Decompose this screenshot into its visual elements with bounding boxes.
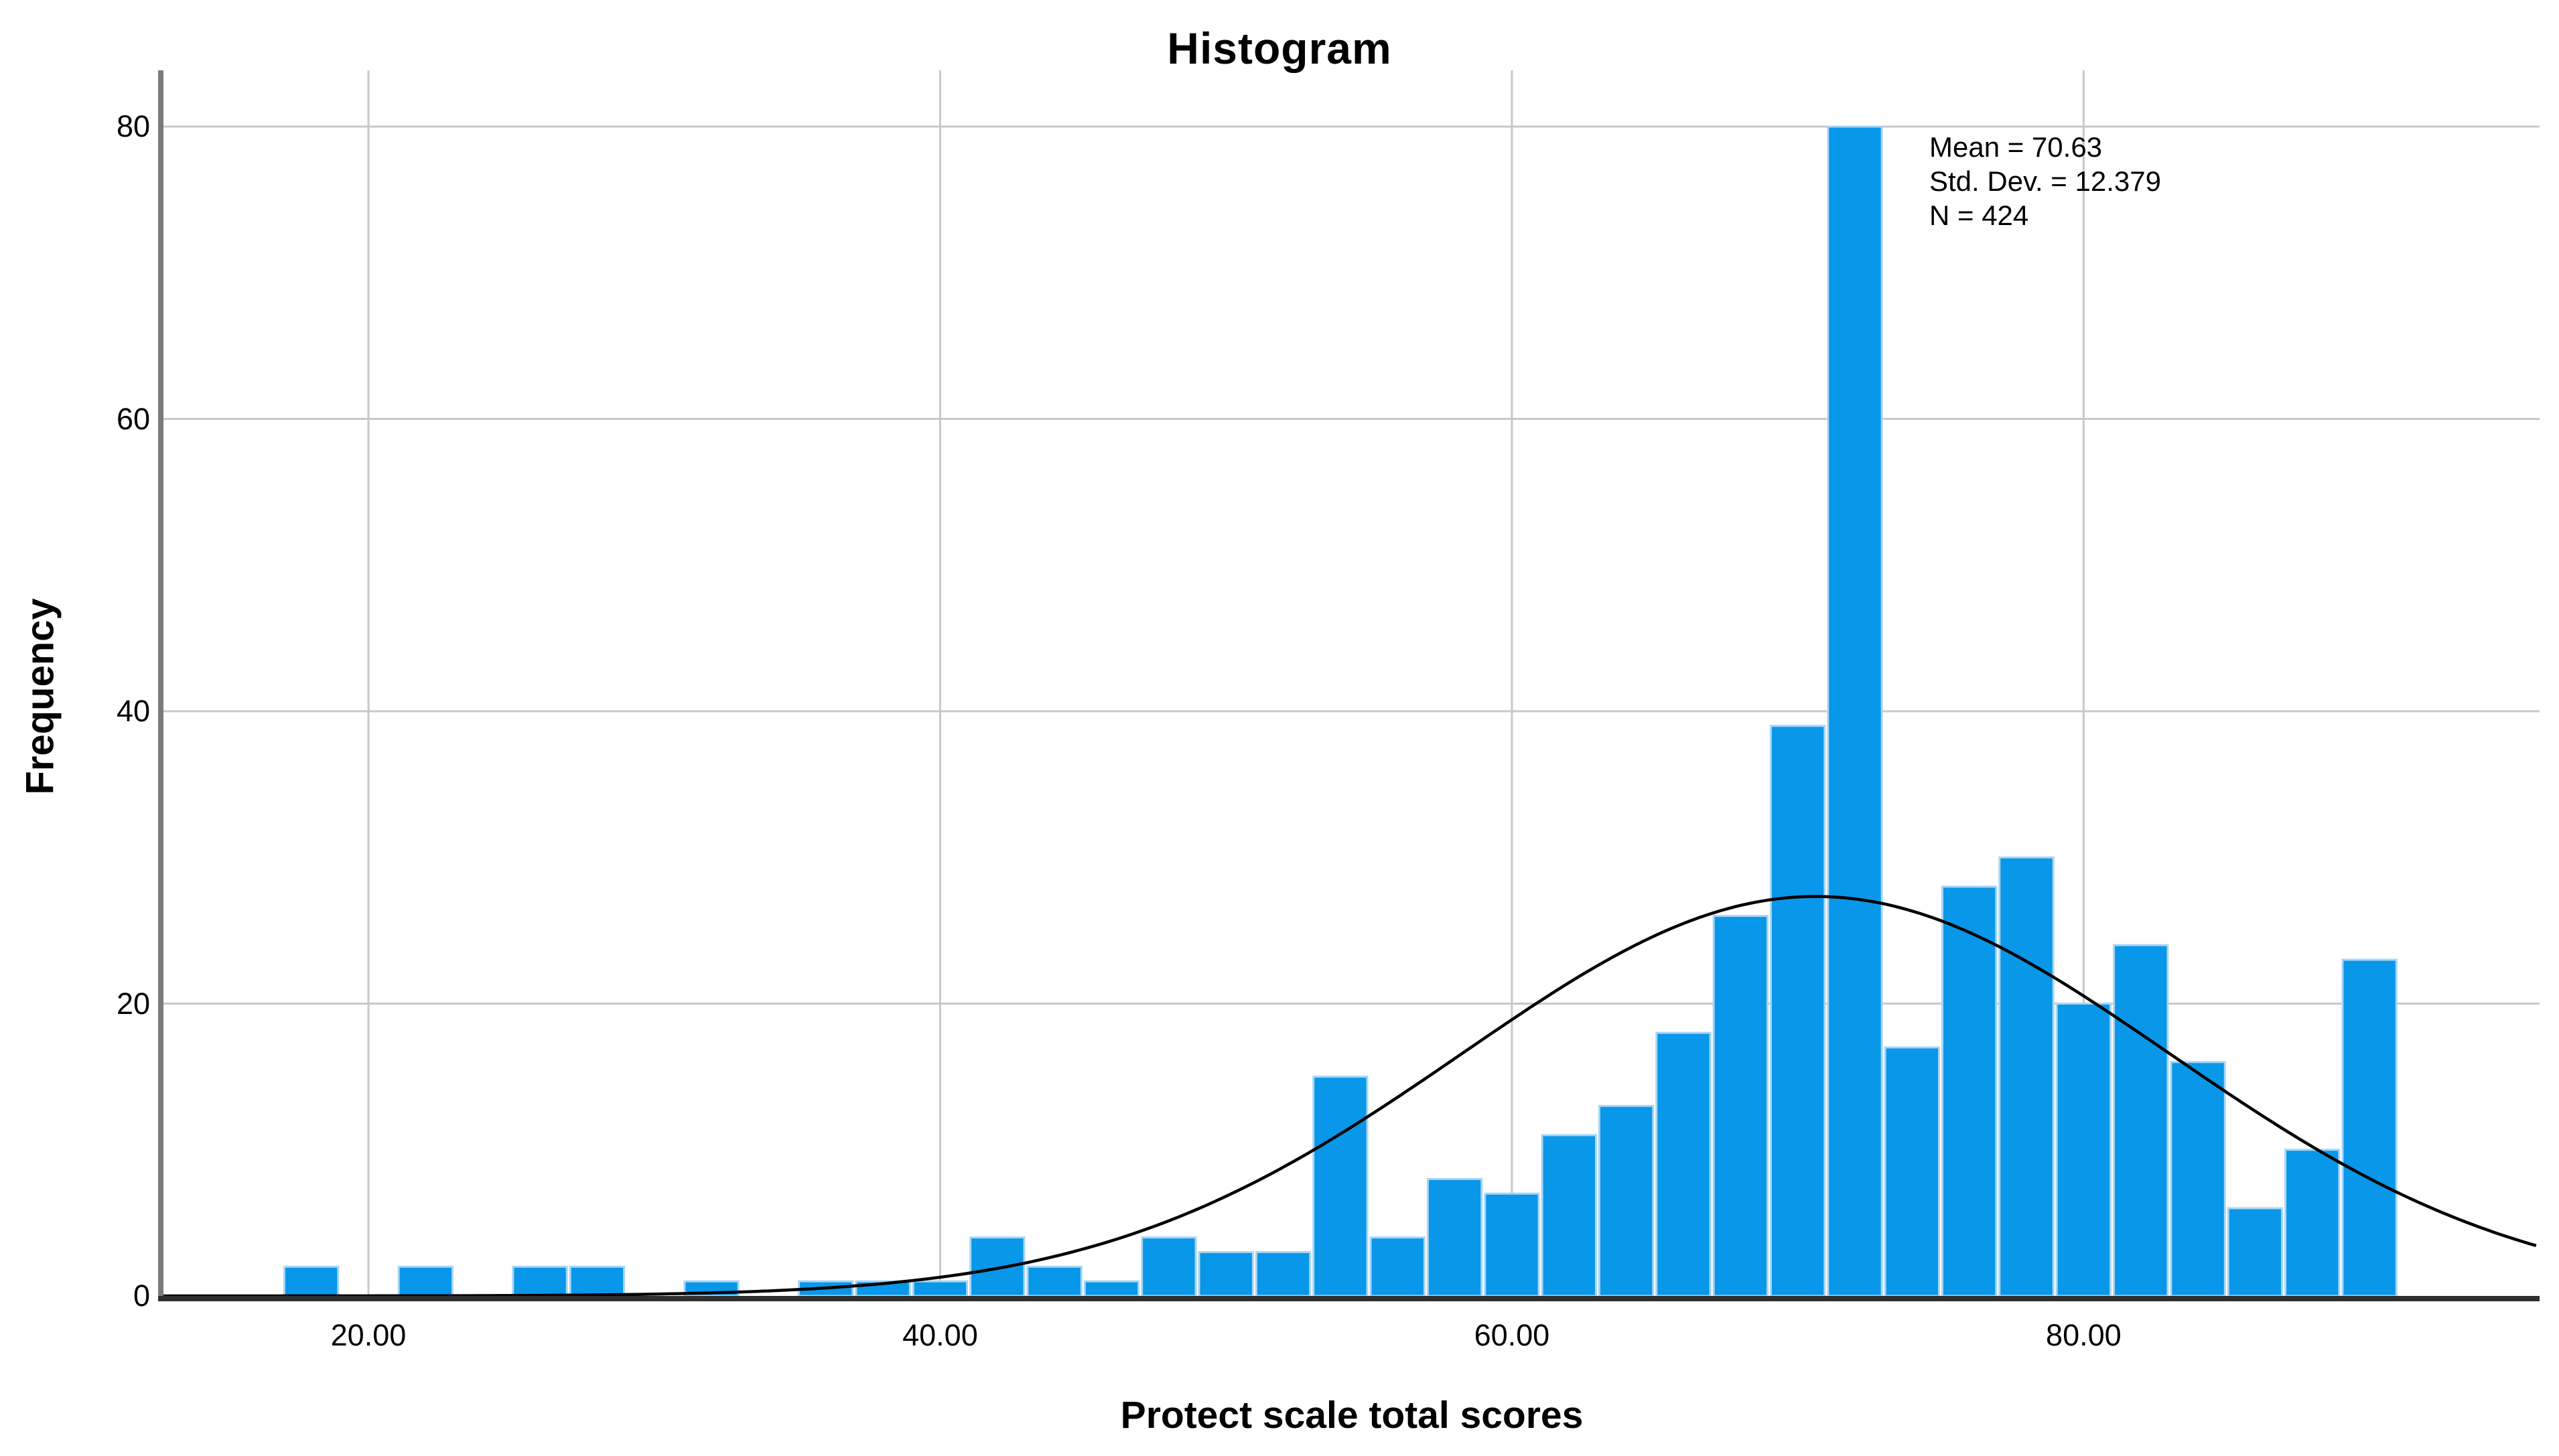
- histogram-bar: [512, 1265, 568, 1297]
- stat-std-dev: Std. Dev. = 12.379: [1929, 165, 2161, 197]
- histogram-bar: [283, 1265, 340, 1297]
- y-axis-line: [158, 70, 163, 1301]
- y-axis-title: Frequency: [18, 598, 62, 795]
- x-tick-label: 40.00: [902, 1318, 978, 1352]
- histogram-bar: [1083, 1280, 1140, 1297]
- stat-mean: Mean = 70.63: [1929, 131, 2103, 163]
- histogram-bar: [1369, 1236, 1426, 1297]
- histogram-bar: [1712, 915, 1769, 1297]
- histogram-bar: [1198, 1251, 1254, 1297]
- histogram-bar: [1312, 1076, 1369, 1297]
- histogram-bar: [1884, 1046, 1940, 1297]
- y-tick-label: 80: [116, 109, 150, 144]
- y-tick-label: 20: [116, 986, 150, 1021]
- histogram-bar: [1941, 885, 1998, 1297]
- stat-n: N = 424: [1929, 200, 2029, 231]
- histogram-bar: [1141, 1236, 1197, 1297]
- normal-curve: [163, 895, 2537, 1298]
- histogram-bar: [1026, 1265, 1083, 1297]
- x-tick-label: 20.00: [330, 1318, 407, 1352]
- histogram-bar: [2341, 958, 2398, 1297]
- y-tick-label: 60: [116, 401, 150, 436]
- x-axis-line: [158, 1296, 2540, 1301]
- x-axis-title: Protect scale total scores: [1120, 1394, 1584, 1437]
- histogram-bar: [569, 1265, 626, 1297]
- x-tick-label: 80.00: [2046, 1318, 2122, 1352]
- histogram-bar: [1598, 1104, 1655, 1297]
- chart-title: Histogram: [1167, 23, 1392, 73]
- histogram-bar: [2227, 1207, 2284, 1297]
- histogram-bar: [1484, 1192, 1540, 1297]
- histogram-bar: [912, 1280, 969, 1297]
- x-tick-label: 60.00: [1474, 1318, 1550, 1352]
- histogram-bar: [1827, 125, 1883, 1297]
- histogram-bar: [2055, 1003, 2112, 1297]
- histogram-bar: [2170, 1061, 2226, 1297]
- histogram-bar: [1769, 725, 1826, 1297]
- histogram-bar: [1998, 856, 2055, 1297]
- histogram-bar: [969, 1236, 1026, 1297]
- histogram-bar: [1426, 1177, 1483, 1297]
- histogram-bar: [2113, 944, 2169, 1297]
- stats-box: Mean = 70.63 Std. Dev. = 12.379 N = 424: [1929, 130, 2161, 232]
- y-tick-label: 0: [133, 1279, 150, 1313]
- histogram-bar: [1541, 1134, 1597, 1297]
- histogram-bar: [1255, 1251, 1312, 1297]
- histogram-bar: [1655, 1031, 1712, 1297]
- histogram-bar: [397, 1265, 454, 1297]
- y-tick-label: 40: [116, 694, 150, 728]
- histogram-bar: [2284, 1149, 2341, 1297]
